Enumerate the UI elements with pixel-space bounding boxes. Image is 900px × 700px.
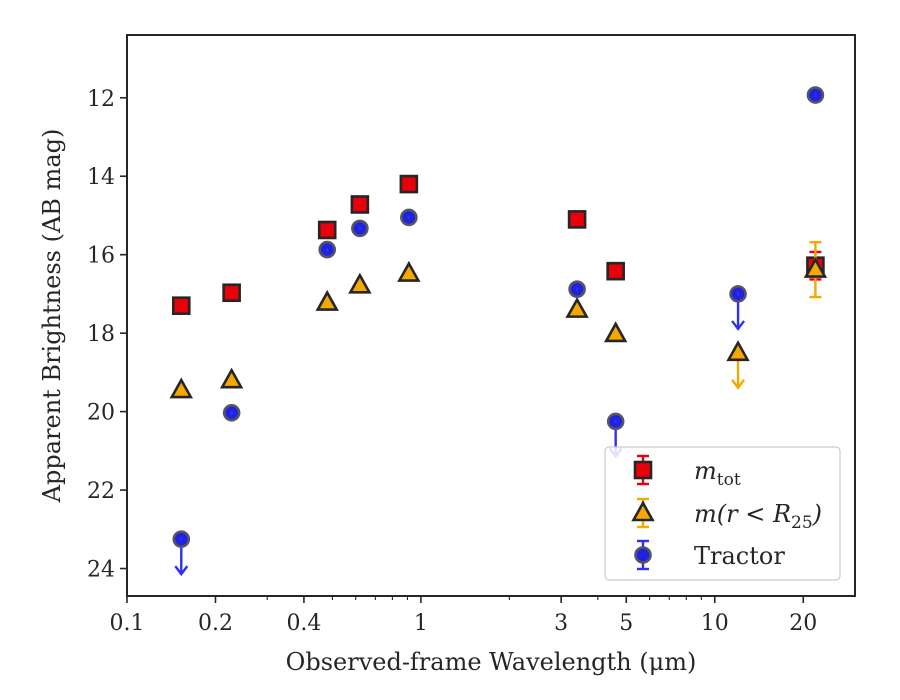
legend-entry: Tractor — [634, 539, 785, 571]
plot-frame — [126, 34, 856, 597]
axis-ticks: 0.1 0.2 0.4 1 3 5 10 20 12 14 16 18 20 22 24 — [87, 87, 817, 636]
y-tick-label: 18 — [87, 322, 115, 347]
legend-label: m(r < R25) — [694, 500, 822, 533]
legend-marker — [634, 546, 652, 564]
legend-marker — [633, 460, 653, 480]
axes — [126, 34, 856, 597]
upper-limit-head — [731, 379, 746, 390]
x-tick-label: 10 — [701, 611, 729, 636]
x-tick-label: 20 — [789, 611, 817, 636]
y-tick-label: 12 — [87, 87, 115, 112]
x-tick-label: 1 — [414, 611, 428, 636]
y-axis-title: Apparent Brightness (AB mag) — [38, 129, 66, 504]
x-tick-label: 0.2 — [198, 611, 233, 636]
legend-label: mtot — [694, 457, 741, 490]
legend-label: Tractor — [694, 542, 785, 570]
series-square — [171, 174, 825, 315]
x-tick-label: 0.1 — [110, 611, 145, 636]
x-tick-label: 0.4 — [286, 611, 321, 636]
y-tick-label: 16 — [87, 244, 115, 269]
data-points — [169, 86, 828, 577]
x-tick-label: 5 — [619, 611, 633, 636]
x-axis-title: Observed-frame Wavelength (μm) — [286, 648, 697, 676]
y-tick-label: 14 — [87, 165, 115, 190]
y-tick-label: 20 — [87, 401, 115, 426]
series-triangle — [169, 240, 828, 399]
series-circle — [172, 86, 825, 577]
y-tick-label: 24 — [87, 558, 115, 583]
upper-limit-head — [174, 565, 189, 577]
x-tick-label: 3 — [554, 611, 568, 636]
legend-box — [604, 446, 841, 581]
legend-entry: mtot — [633, 454, 741, 490]
legend: mtot m(r < R25) Tractor — [604, 446, 841, 581]
legend-marker — [631, 500, 655, 522]
upper-limit-head — [731, 320, 746, 331]
legend-entry: m(r < R25) — [631, 497, 822, 533]
y-tick-label: 22 — [87, 479, 115, 504]
